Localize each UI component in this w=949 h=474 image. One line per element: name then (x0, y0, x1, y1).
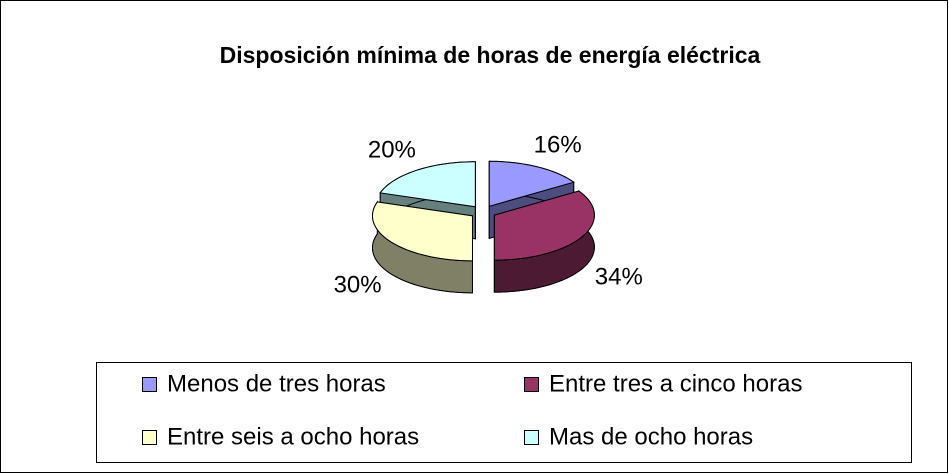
legend-swatch (524, 430, 539, 445)
legend-label: Mas de ocho horas (549, 423, 753, 450)
chart-title: Disposición mínima de horas de energía e… (220, 42, 761, 68)
data-label: 30% (334, 271, 382, 298)
slice (488, 160, 575, 207)
slice (371, 201, 473, 262)
legend-box (96, 362, 912, 463)
legend-label: Entre tres a cinco horas (549, 370, 802, 397)
legend-label: Menos de tres horas (167, 370, 386, 397)
legend-swatch (142, 377, 157, 392)
legend-swatch (524, 377, 539, 392)
data-label: 20% (368, 137, 416, 164)
data-label: 16% (534, 132, 582, 159)
legend-swatch (142, 430, 157, 445)
legend-label: Entre seis a ocho horas (167, 423, 419, 450)
data-label: 34% (595, 263, 643, 290)
slice (493, 190, 595, 261)
slice (379, 161, 476, 208)
